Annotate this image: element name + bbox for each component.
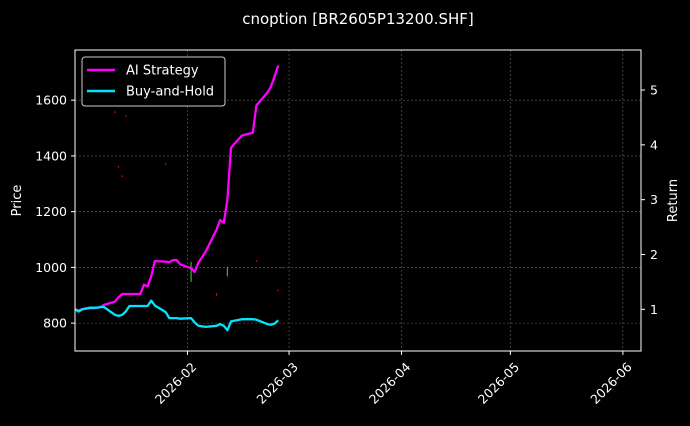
legend-box [81, 56, 226, 107]
y-axis-label-right: Return [666, 179, 681, 222]
y-right-tick-label: 4 [650, 137, 658, 152]
legend-label-buy-and-hold: Buy-and-Hold [126, 85, 214, 100]
y-left-tick-label: 1400 [35, 148, 67, 163]
legend-label-ai-strategy: AI Strategy [126, 64, 199, 79]
y-right-tick-label: 1 [650, 302, 658, 317]
y-left-tick-label: 800 [43, 316, 67, 331]
y-right-tick-label: 5 [650, 83, 658, 98]
y-left-tick-label: 1200 [35, 204, 67, 219]
series-layer [74, 65, 280, 332]
plot-frame [74, 49, 642, 352]
y-axis-label-left: Price [10, 185, 25, 217]
y-left-tick-label: 1600 [35, 93, 67, 108]
y-left-tick-label: 1000 [35, 260, 67, 275]
y-right-tick-label: 2 [650, 247, 658, 262]
price-marks-layer [114, 111, 283, 296]
legend: AI Strategy Buy-and-Hold [81, 56, 226, 107]
series-line-buy-and-hold [74, 299, 279, 332]
chart-title: cnoption [BR2605P13200.SHF] [242, 10, 474, 28]
y-right-tick-label: 3 [650, 192, 658, 207]
